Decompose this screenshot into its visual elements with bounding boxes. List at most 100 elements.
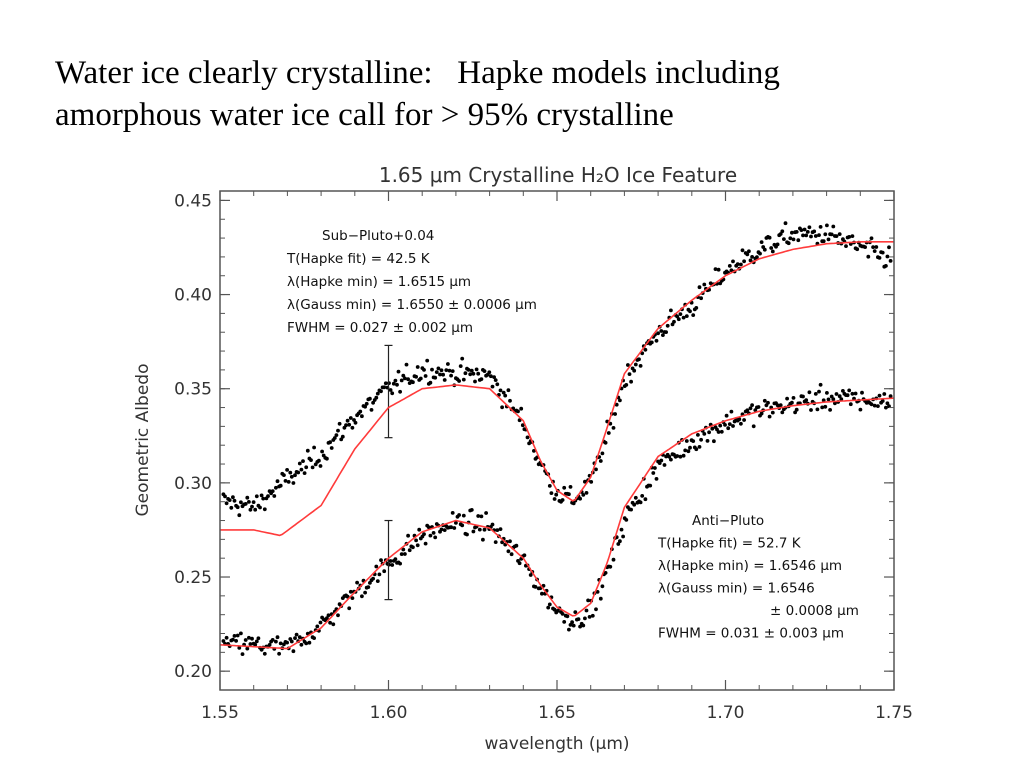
data-point [231, 637, 235, 642]
data-point [740, 248, 745, 253]
data-point [484, 511, 488, 515]
data-point [358, 409, 363, 414]
data-point [431, 531, 436, 535]
data-point [664, 330, 668, 334]
data-point [874, 245, 879, 249]
data-point [318, 464, 323, 468]
data-point [567, 492, 571, 497]
data-point [850, 234, 855, 239]
data-point [829, 232, 834, 237]
data-point [737, 417, 742, 422]
data-point [871, 245, 875, 250]
data-point [296, 470, 301, 475]
data-point [229, 505, 234, 510]
data-point [855, 247, 860, 252]
data-point [297, 635, 302, 640]
data-point [532, 449, 536, 453]
data-point [261, 496, 266, 501]
data-point [379, 558, 383, 562]
data-point [393, 378, 398, 383]
data-point [766, 400, 770, 405]
data-point [818, 382, 823, 387]
data-point [517, 561, 522, 566]
sub-pluto-annotation-line: λ(Hapke min) = 1.6515 μm [287, 274, 471, 290]
data-point [758, 251, 762, 256]
data-point [640, 494, 645, 498]
data-point [791, 237, 796, 242]
data-point [398, 389, 402, 394]
data-point [441, 372, 445, 377]
data-point [519, 406, 524, 411]
data-point [479, 377, 484, 381]
data-point [285, 468, 289, 472]
data-point [691, 439, 696, 443]
data-point [452, 526, 457, 530]
data-point [780, 410, 785, 415]
data-point [549, 491, 554, 495]
data-point [560, 612, 565, 616]
data-point [723, 423, 727, 427]
data-point [547, 484, 552, 488]
data-point [235, 633, 240, 638]
data-point [439, 368, 444, 373]
data-point [669, 457, 673, 462]
data-point [885, 401, 890, 406]
data-point [831, 224, 836, 229]
data-point [474, 367, 479, 372]
data-point [277, 651, 281, 656]
sub-pluto-annotation-line: Sub−Pluto+0.04 [322, 228, 434, 244]
data-point [283, 479, 288, 483]
hapke-fit-line [219, 397, 895, 650]
data-point [589, 480, 594, 484]
data-point [383, 381, 388, 386]
data-point [457, 513, 461, 517]
data-point [267, 643, 272, 647]
data-point [390, 563, 395, 567]
anti-pluto-annotation-line: λ(Hapke min) = 1.6546 μm [658, 558, 842, 574]
data-point [659, 458, 664, 463]
annotations: Sub−Pluto+0.04 T(Hapke fit) = 42.5 K λ(Hap… [286, 228, 859, 642]
data-point [345, 418, 350, 423]
slide-title: Water ice clearly crystalline: Hapke mod… [55, 52, 995, 136]
data-point [546, 605, 551, 610]
data-point [401, 373, 406, 378]
data-point [514, 543, 519, 548]
data-point [275, 479, 280, 484]
data-point [621, 534, 625, 539]
data-point [812, 229, 817, 234]
data-point [374, 564, 379, 569]
data-point [751, 424, 756, 429]
data-point [745, 408, 750, 413]
data-point [251, 500, 256, 504]
data-point [831, 397, 836, 402]
data-point [817, 389, 821, 394]
data-point [348, 589, 353, 594]
data-point [705, 439, 710, 443]
data-point [247, 635, 251, 640]
data-point [278, 483, 283, 488]
data-point [289, 639, 294, 644]
data-point [250, 636, 254, 641]
data-point [887, 245, 891, 250]
x-tick-label: 1.75 [875, 703, 913, 723]
data-point [388, 388, 393, 392]
data-point [426, 525, 431, 530]
data-point [239, 631, 243, 636]
data-point [801, 394, 805, 399]
data-point [661, 333, 665, 337]
data-point [834, 234, 839, 239]
data-point [454, 521, 458, 525]
data-point [611, 557, 616, 562]
data-point [699, 437, 703, 442]
data-point [608, 564, 613, 569]
data-point [468, 372, 473, 377]
data-point [477, 527, 482, 532]
data-point [866, 254, 871, 259]
x-tick-label: 1.55 [201, 703, 239, 723]
data-point [633, 362, 638, 367]
data-point [403, 552, 407, 556]
data-point [274, 639, 278, 644]
data-point [411, 380, 415, 385]
data-point [817, 233, 821, 238]
data-point [791, 396, 796, 400]
